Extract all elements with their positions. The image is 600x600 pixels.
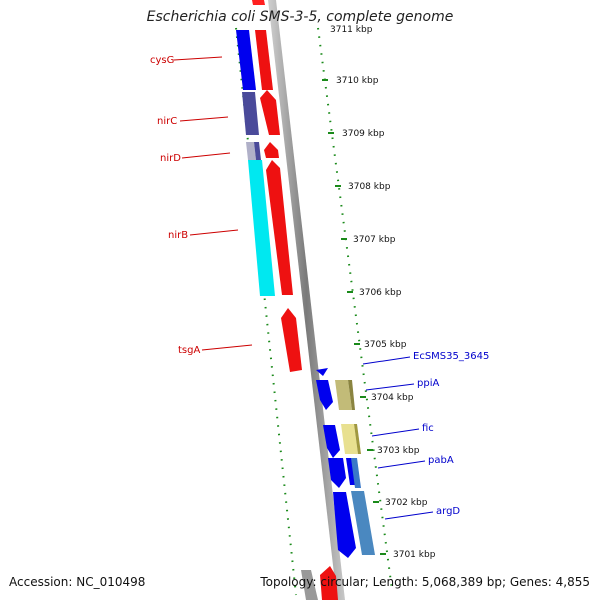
scale-label-3706: 3706 kbp xyxy=(359,288,402,298)
nirB-leader xyxy=(189,229,239,236)
gene-label-argD[interactable]: argD xyxy=(436,506,460,517)
accession-text: Accession: NC_010498 xyxy=(9,575,146,589)
gene-label-nirC[interactable]: nirC xyxy=(157,116,177,127)
pabA-block xyxy=(351,458,361,488)
blue-gene-4 xyxy=(328,458,346,488)
red-gene-6 xyxy=(281,308,302,372)
cysG-leader xyxy=(173,56,223,61)
tsgA-leader xyxy=(201,344,253,351)
scale-label-3710: 3710 kbp xyxy=(336,76,379,86)
gene-label-fic[interactable]: fic xyxy=(422,423,434,434)
blue-gene-2 xyxy=(316,380,333,410)
fic-block xyxy=(341,424,358,454)
red-gene-5 xyxy=(266,160,293,295)
scale-label-3709: 3709 kbp xyxy=(342,129,385,139)
gene-label-nirB[interactable]: nirB xyxy=(168,230,188,241)
nirD-block-dark xyxy=(254,142,261,160)
red-gene-3 xyxy=(260,90,280,135)
red-gene-4 xyxy=(264,142,279,158)
scale-label-3708: 3708 kbp xyxy=(348,182,391,192)
gene-label-cysG[interactable]: cysG xyxy=(150,55,174,66)
scale-label-3703: 3703 kbp xyxy=(377,446,420,456)
ppiA-block-edge xyxy=(348,380,355,410)
pabA-leader xyxy=(377,460,426,469)
red-gene-1 xyxy=(252,0,265,5)
map-band xyxy=(236,20,400,598)
right-tick-rail xyxy=(317,27,393,591)
nirD-block xyxy=(246,142,256,160)
blue-gene-1 xyxy=(316,368,328,376)
EcSMS35_3645-leader xyxy=(362,356,411,365)
scale-label-3702: 3702 kbp xyxy=(385,498,428,508)
scale-label-3705: 3705 kbp xyxy=(364,340,407,350)
ppiA-leader xyxy=(365,383,415,391)
gene-label-tsgA[interactable]: tsgA xyxy=(178,345,200,356)
red-gene-7 xyxy=(320,566,338,600)
nirC-leader xyxy=(179,116,229,122)
scale-label-3701: 3701 kbp xyxy=(393,550,436,560)
blue-gene-6 xyxy=(333,492,356,558)
scale-label-top: 3711 kbp xyxy=(330,25,373,35)
argD-block xyxy=(351,491,375,555)
gene-label-ppiA[interactable]: ppiA xyxy=(417,378,439,389)
genome-backbone xyxy=(268,0,345,600)
blue-gene-5 xyxy=(346,458,356,485)
fic-leader xyxy=(371,428,420,437)
gene-label-nirD[interactable]: nirD xyxy=(160,153,181,164)
cysG-block xyxy=(236,30,256,90)
grey-gene-bottom xyxy=(301,570,318,600)
scale-label-3704: 3704 kbp xyxy=(371,393,414,403)
ppiA-block xyxy=(335,380,352,410)
red-gene-2 xyxy=(255,30,273,90)
argD-leader xyxy=(384,511,434,520)
nirD-leader xyxy=(181,152,231,159)
nirB-block xyxy=(248,160,275,296)
fic-block-edge xyxy=(354,424,361,454)
topology-text: Topology: circular; Length: 5,068,389 bp… xyxy=(260,575,590,589)
gene-label-pabA[interactable]: pabA xyxy=(428,455,454,466)
scale-label-3707: 3707 kbp xyxy=(353,235,396,245)
map-title: Escherichia coli SMS-3-5, complete genom… xyxy=(146,9,454,25)
gene-label-EcSMS35_3645[interactable]: EcSMS35_3645 xyxy=(413,351,489,362)
nirC-block xyxy=(242,92,259,135)
scale-ticks xyxy=(322,79,386,555)
blue-gene-3 xyxy=(323,425,340,458)
